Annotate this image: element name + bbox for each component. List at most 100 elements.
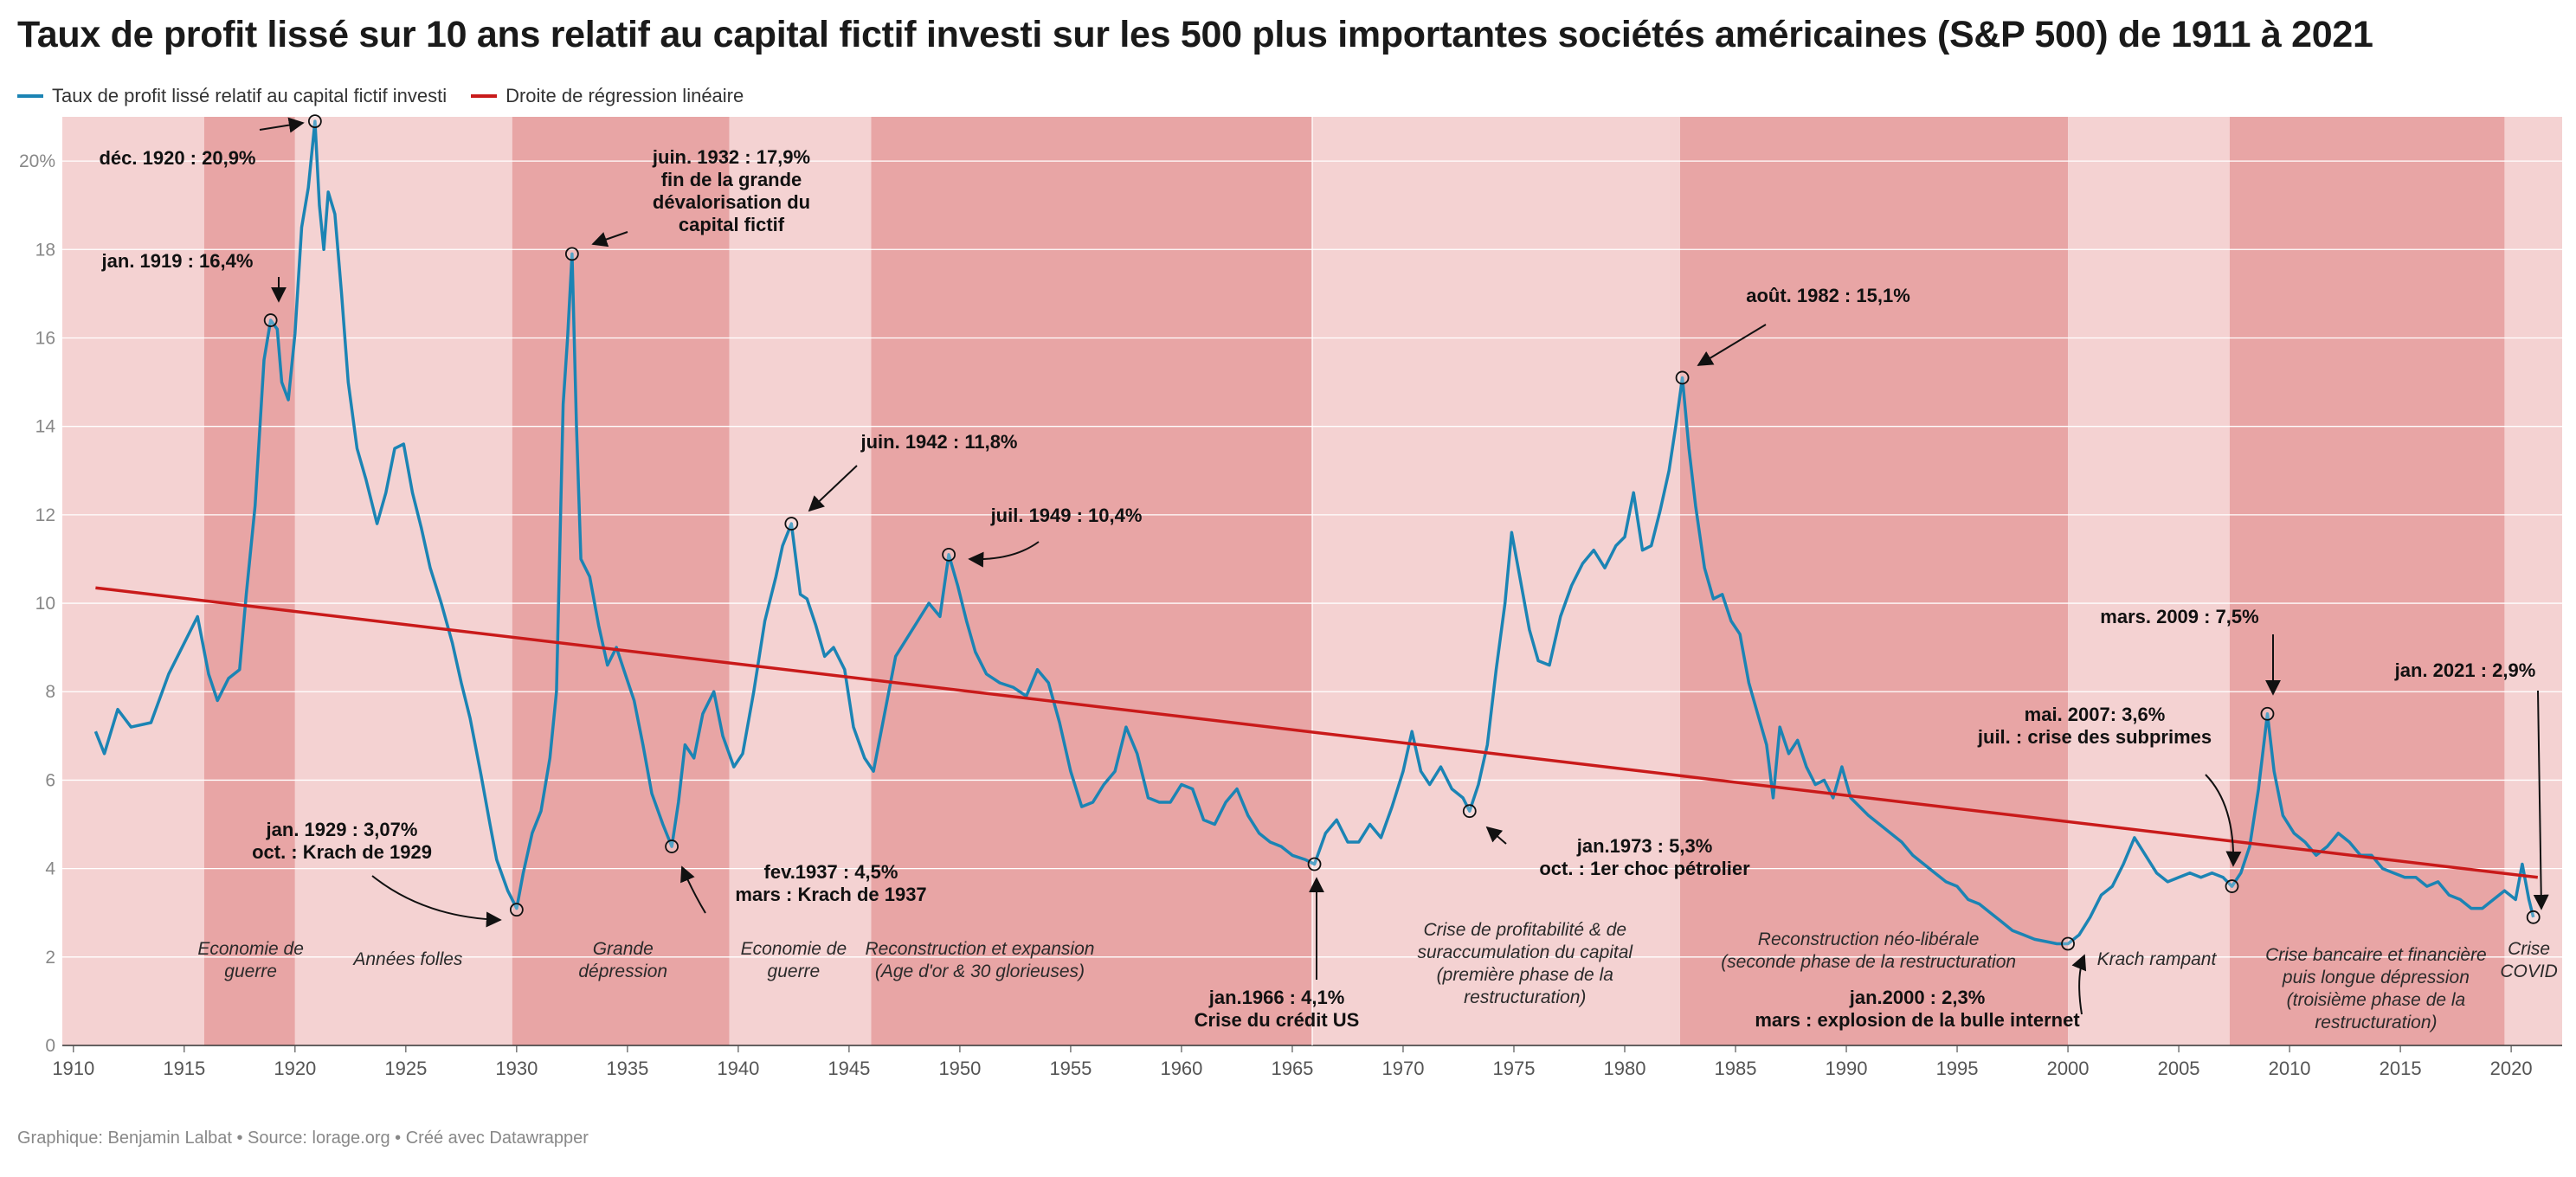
y-tick-label-14: 14 bbox=[35, 417, 56, 437]
annotation-0-arrow bbox=[259, 117, 305, 133]
annotation-6-label: juil. 1949 : 10,4% bbox=[990, 505, 1143, 526]
y-tick-label-16: 16 bbox=[35, 328, 55, 348]
series-line-profit-rate bbox=[93, 119, 2535, 946]
x-tick-label-1955: 1955 bbox=[1049, 1058, 1092, 1079]
line-chart: Economie de guerre Années folles Grande dépr… bbox=[19, 114, 2562, 1079]
x-tick-label-2000: 2000 bbox=[2047, 1058, 2090, 1079]
x-tick-label-1975: 1975 bbox=[1493, 1058, 1536, 1079]
axes: 0 2 4 6 8 10 12 14 16 18 20% 1910 1915 1920 1925 1930 19… bbox=[19, 151, 2533, 1079]
period-label-10: Crise COVID bbox=[2500, 939, 2558, 981]
period-label-3: Grande dépression bbox=[578, 939, 667, 981]
series-line-regression bbox=[95, 586, 2539, 879]
x-tick-label-1915: 1915 bbox=[163, 1058, 205, 1079]
annotation-4-label: fev.1937 : 4,5% mars : Krach de 1937 bbox=[735, 861, 926, 905]
period-band-7 bbox=[1680, 117, 2069, 1045]
annotation-4-arrow bbox=[680, 865, 706, 914]
annotation-9-arrow bbox=[1697, 324, 1767, 366]
legend-swatch-profit-rate bbox=[17, 94, 43, 98]
annotation-12-label: mars. 2009 : 7,5% bbox=[2100, 606, 2258, 627]
chart-title: Taux de profit lissé sur 10 ans relatif … bbox=[17, 14, 2373, 55]
period-labels: Economie de guerre Années folles Grande dépr… bbox=[197, 920, 2558, 1032]
period-band-9 bbox=[2229, 117, 2505, 1045]
x-tick-label-1990: 1990 bbox=[1826, 1058, 1868, 1079]
period-band-10 bbox=[2504, 117, 2562, 1045]
y-tick-label-10: 10 bbox=[35, 594, 55, 614]
x-tick-label-1935: 1935 bbox=[606, 1058, 648, 1079]
footer-credits: Graphique: Benjamin Lalbat • Source: lor… bbox=[17, 1129, 589, 1148]
annotation-13-marker bbox=[2526, 910, 2541, 924]
x-tick-label-2020: 2020 bbox=[2490, 1058, 2533, 1079]
y-tick-label-0: 0 bbox=[45, 1036, 55, 1056]
annotation-3-arrow bbox=[371, 875, 502, 928]
y-tick-label-20: 20% bbox=[19, 151, 55, 171]
annotation-11-marker bbox=[2225, 879, 2239, 893]
annotation-10-label: jan.2000 : 2,3% mars : explosion de la bu… bbox=[1755, 987, 2080, 1031]
legend-swatch-regression bbox=[471, 94, 498, 98]
annotation-4-marker bbox=[665, 839, 679, 853]
legend-item-regression[interactable]: Droite de régression linéaire bbox=[471, 85, 744, 107]
legend-item-profit-rate[interactable]: Taux de profit lissé relatif au capital … bbox=[17, 85, 447, 107]
annotation-10-marker bbox=[2061, 936, 2075, 951]
annotation-2-label: juin. 1932 : 17,9% fin de la grande dévalo… bbox=[652, 146, 810, 235]
x-tick-label-2005: 2005 bbox=[2158, 1058, 2200, 1079]
series-lines bbox=[93, 119, 2539, 946]
y-tick-label-18: 18 bbox=[35, 240, 55, 260]
annotation-1-label: jan. 1919 : 16,4% bbox=[101, 250, 254, 272]
x-tick-label-1910: 1910 bbox=[52, 1058, 94, 1079]
annotation-0-marker bbox=[307, 114, 322, 129]
annotation-13-arrow bbox=[2533, 690, 2549, 910]
y-tick-label-6: 6 bbox=[45, 770, 55, 790]
x-tick-label-1985: 1985 bbox=[1715, 1058, 1757, 1079]
legend-label-profit-rate: Taux de profit lissé relatif au capital … bbox=[52, 85, 448, 106]
annotation-3-label: jan. 1929 : 3,07% oct. : Krach de 1929 bbox=[252, 819, 432, 863]
annotation-5-marker bbox=[784, 517, 799, 531]
annotation-12-marker bbox=[2260, 706, 2275, 721]
period-band-8 bbox=[2068, 117, 2230, 1045]
x-tick-label-1930: 1930 bbox=[495, 1058, 538, 1079]
annotation-6-arrow bbox=[968, 541, 1040, 568]
period-label-4: Economie de guerre bbox=[741, 939, 847, 981]
period-label-6: Crise de profitabilité & de suraccumulati… bbox=[1417, 920, 1633, 1007]
annotation-9-marker bbox=[1675, 370, 1690, 385]
x-tick-label-1995: 1995 bbox=[1936, 1058, 1979, 1079]
x-tick-label-1920: 1920 bbox=[274, 1058, 316, 1079]
period-band-5 bbox=[871, 117, 1312, 1045]
annotation-9-label: août. 1982 : 15,1% bbox=[1746, 285, 1910, 306]
y-tick-label-2: 2 bbox=[45, 948, 55, 968]
annotation-2-arrow bbox=[591, 231, 628, 248]
period-band-1 bbox=[203, 117, 295, 1045]
annotation-13-label: jan. 2021 : 2,9% bbox=[2394, 659, 2536, 681]
period-label-5: Reconstruction et expansion (Age d'or & 3… bbox=[865, 939, 1094, 981]
annotation-6-marker bbox=[942, 547, 956, 562]
period-label-9: Crise bancaire et financière puis longue … bbox=[2265, 945, 2487, 1032]
period-band-2 bbox=[294, 117, 512, 1045]
x-tick-label-1950: 1950 bbox=[938, 1058, 981, 1079]
period-label-1: Economie de guerre bbox=[197, 939, 304, 981]
period-label-2: Années folles bbox=[351, 949, 463, 969]
annotations: déc. 1920 : 20,9% jan. 1919 : 16,4% juin. … bbox=[99, 114, 2549, 1031]
period-label-7: Reconstruction néo-libérale (seconde phas… bbox=[1721, 929, 2016, 972]
x-tick-label-1965: 1965 bbox=[1271, 1058, 1313, 1079]
shaded-periods bbox=[62, 117, 2562, 1045]
x-tick-label-1925: 1925 bbox=[384, 1058, 427, 1079]
annotation-7-marker bbox=[1307, 857, 1322, 871]
x-tick-label-1980: 1980 bbox=[1604, 1058, 1646, 1079]
annotation-5-label: juin. 1942 : 11,8% bbox=[860, 431, 1018, 453]
annotation-0-label: déc. 1920 : 20,9% bbox=[99, 147, 255, 169]
annotation-7-label: jan.1966 : 4,1% Crise du crédit US bbox=[1195, 987, 1360, 1031]
annotation-11-arrow bbox=[2205, 774, 2242, 867]
annotation-5-arrow bbox=[808, 465, 858, 512]
x-tick-label-1960: 1960 bbox=[1160, 1058, 1202, 1079]
annotation-2-marker bbox=[564, 247, 579, 261]
x-tick-label-1940: 1940 bbox=[717, 1058, 759, 1079]
annotation-11-label: mai. 2007: 3,6% juil. : crise des subprim… bbox=[1977, 704, 2212, 748]
annotation-8-marker bbox=[1462, 804, 1477, 819]
annotation-10-arrow bbox=[2071, 954, 2087, 1015]
annotation-3-marker bbox=[509, 903, 524, 917]
x-tick-label-1970: 1970 bbox=[1381, 1058, 1424, 1079]
y-tick-label-8: 8 bbox=[45, 682, 55, 702]
annotation-1-marker bbox=[263, 313, 278, 327]
period-label-8: Krach rampant bbox=[2097, 949, 2218, 969]
period-band-3 bbox=[512, 117, 730, 1045]
y-tick-label-12: 12 bbox=[35, 505, 55, 525]
